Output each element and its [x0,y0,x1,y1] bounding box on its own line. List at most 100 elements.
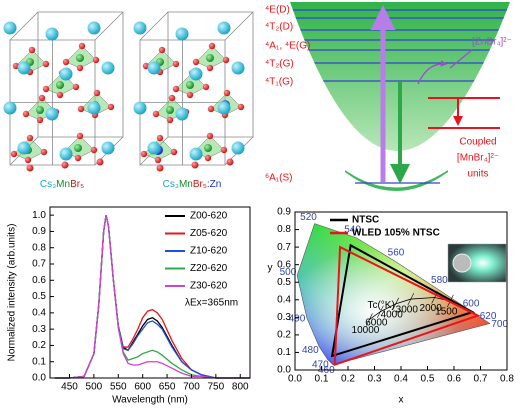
br-atom [76,64,84,72]
br-atom [62,58,70,66]
formula-part: Cs₃ [40,179,56,190]
br-atom [42,85,50,93]
br-atom [56,91,64,99]
cs-atom [133,21,147,35]
br-atom [166,116,174,124]
br-atom [208,42,216,50]
structure-label: Cs₃MnBr₅:Zn [163,179,222,190]
cs-atom [101,61,115,75]
spectrum-line [54,215,250,379]
x-tick-label: 0.0 [288,374,302,385]
cs-atom [175,27,189,41]
structure-label: Cs₃MnBr₅ [40,179,84,190]
br-atom [206,132,214,140]
crystal-structures: Cs₃MnBr₅ Cs₃MnBr₅:Zn [3,11,254,190]
y-tick-label: 0.0 [277,365,291,376]
wavelength-label: 490 [289,314,306,325]
cs-atom [87,21,101,35]
br-atom [206,64,214,72]
planckian-label: Tc(°K) [367,300,394,311]
wavelength-label: 460 [318,365,335,376]
cs-atom [147,141,161,155]
y-tick-label: 0.3 [32,324,46,335]
cs-atom [175,107,189,121]
cell-edge [9,11,39,41]
br-atom [140,150,148,158]
br-atom [158,46,166,54]
br-atom [61,161,69,169]
zn-pointer [449,49,473,69]
br-atom [204,154,212,162]
cs-atom [189,67,203,81]
cs-atom [133,101,147,115]
br-atom [202,83,210,91]
ground-label: ⁶A₁(S) [265,173,293,184]
coupled-label: Coupled [459,137,496,148]
level-label: ⁴T₂(G) [265,59,294,70]
br-atom [237,103,245,111]
cs-atom [17,61,31,75]
br-atom [10,150,18,158]
gamut-triangle [330,243,476,358]
x-tick-label: 0.7 [474,374,488,385]
mn-atom [206,54,214,62]
cs-atom [45,27,59,41]
annotation: λEx=365nm [185,298,238,309]
ground-state-well [345,170,448,191]
temperature-label: 10000 [352,325,380,336]
br-atom [152,110,160,118]
level-label: ⁴T₂(D) [265,22,293,33]
gamut-fill [297,223,490,365]
br-atom [156,164,164,172]
br-atom [186,91,194,99]
br-atom [170,148,178,156]
br-atom [90,146,98,154]
temperature-label: 4000 [381,309,404,320]
br-atom [76,132,84,140]
x-tick-label: 800 [232,382,249,393]
br-atom [226,158,234,166]
br-atom [96,158,104,166]
legend-label: Z10-620 [190,246,228,257]
wavelength-label: 540 [344,225,361,236]
x-tick-label: 450 [61,382,78,393]
temperature-label: 3000 [396,305,419,316]
br-atom [220,146,228,154]
y-tick-label: 0.2 [32,340,46,351]
level-label: ⁴A₁, ⁴E(G) [265,41,310,52]
y-tick-label: 0.8 [32,242,46,253]
br-atom [26,164,34,172]
br-atom [77,105,85,113]
mn-atom [186,81,194,89]
cs-atom [231,141,245,155]
formula-part: Cs₃ [163,179,179,190]
excited-state-well [290,2,510,151]
wavelength-label: 700 [491,319,508,330]
br-atom [92,56,100,64]
isotherm [377,305,384,318]
wavelength-label: 620 [480,311,497,322]
x-tick-label: 0.1 [315,374,329,385]
formula-part: Mn [179,179,193,190]
y-axis-label: y [268,263,273,274]
x-tick-label: 0.2 [341,374,355,385]
mn-atom [166,106,174,114]
transfer-arrow [417,60,448,85]
temperature-label: 2000 [420,303,443,314]
br-atom [172,85,180,93]
br-atom [156,134,164,142]
x-tick-label: 600 [134,382,151,393]
wavelength-label: 500 [280,267,297,278]
br-atom [38,94,46,102]
y-tick-label: 0.6 [32,275,46,286]
cs-atom [147,61,161,75]
br-atom [207,105,215,113]
formula-part: Mn [56,179,70,190]
cs-atom [59,147,73,161]
plot-frame [49,206,251,379]
y-tick-label: 1.0 [32,210,46,221]
led-photo [447,243,507,283]
y-tick-label: 0.4 [32,307,46,318]
